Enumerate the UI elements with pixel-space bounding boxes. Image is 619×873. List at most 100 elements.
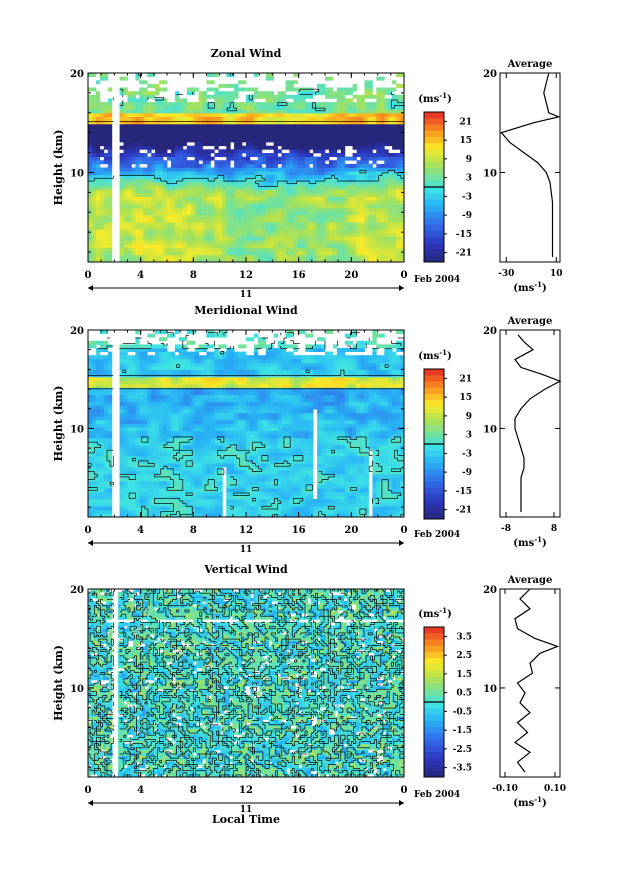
heatmap-cell <box>360 142 365 147</box>
heatmap-cell <box>210 214 215 219</box>
heatmap-cell <box>163 513 168 518</box>
heatmap-cell <box>281 102 286 107</box>
heatmap-cell <box>99 236 105 241</box>
heatmap-cell <box>147 416 152 421</box>
heatmap-cell <box>246 258 251 263</box>
heatmap-cell <box>281 240 286 245</box>
heatmap-cell <box>206 207 211 212</box>
heatmap-cell <box>139 423 144 428</box>
heatmap-cell <box>127 427 132 432</box>
heatmap-cell <box>325 232 330 237</box>
heatmap-cell <box>222 222 227 226</box>
heatmap-cell <box>309 214 314 219</box>
heatmap-cell <box>380 196 385 201</box>
heatmap-cell <box>143 463 148 468</box>
heatmap-cell <box>218 149 223 154</box>
heatmap-cell <box>230 225 235 230</box>
heatmap-cell <box>131 391 136 396</box>
heatmap-cell <box>174 94 180 99</box>
heatmap-cell <box>123 383 128 388</box>
heatmap-cell <box>198 254 203 259</box>
heatmap-cell <box>297 251 302 256</box>
heatmap-cell <box>127 222 132 226</box>
heatmap-cell <box>277 229 282 234</box>
heatmap-cell <box>218 196 223 201</box>
heatmap-cell <box>92 452 97 457</box>
heatmap-cell <box>218 192 223 197</box>
heatmap-cell <box>364 94 369 99</box>
heatmap-cell <box>344 214 350 219</box>
heatmap-cell <box>293 149 298 154</box>
heatmap-cell <box>107 120 113 125</box>
heatmap-cell <box>155 156 160 161</box>
heatmap-cell <box>368 134 373 139</box>
heatmap-cell <box>155 488 160 493</box>
heatmap-cell <box>400 109 405 114</box>
heatmap-cell <box>344 109 350 114</box>
heatmap-cell <box>151 470 156 475</box>
heatmap-cell <box>297 254 302 259</box>
heatmap-cell <box>155 481 160 485</box>
heatmap-cell <box>163 387 168 392</box>
colorbar-tick-label: -21 <box>456 249 472 259</box>
heatmap-cell <box>238 189 243 194</box>
heatmap-cell <box>99 105 105 110</box>
heatmap-cell <box>376 134 381 139</box>
heatmap-cell <box>143 423 148 428</box>
heatmap-cell <box>309 247 314 252</box>
heatmap-cell <box>234 229 239 234</box>
heatmap-cell <box>352 163 357 168</box>
heatmap-cell <box>143 127 148 132</box>
heatmap-cell <box>400 134 405 139</box>
heatmap-cell <box>178 174 184 179</box>
heatmap-cell <box>119 222 124 226</box>
heatmap-cell <box>249 240 255 245</box>
heatmap-cell <box>400 258 405 263</box>
heatmap-cell <box>163 473 168 478</box>
heatmap-cell <box>388 203 393 208</box>
heatmap-cell <box>186 113 192 117</box>
heatmap-cell <box>143 355 148 360</box>
heatmap-cell <box>135 470 140 475</box>
heatmap-cell <box>123 427 128 432</box>
heatmap-cell <box>249 218 255 223</box>
heatmap-cell <box>198 134 203 139</box>
heatmap-cell <box>190 153 195 157</box>
profile-curve <box>500 72 561 257</box>
heatmap-cell <box>222 200 227 205</box>
heatmap-cell <box>147 333 152 338</box>
heatmap-cell <box>163 142 168 147</box>
heatmap-cell <box>249 153 255 157</box>
heatmap-cell <box>107 218 113 223</box>
heatmap-cell <box>198 153 203 157</box>
heatmap-cell <box>167 236 172 241</box>
heatmap-cell <box>226 127 231 132</box>
heatmap-cell <box>380 207 385 212</box>
heatmap-cell <box>309 109 314 114</box>
heatmap-cell <box>238 134 243 139</box>
heatmap-cell <box>151 145 156 150</box>
heatmap-cell <box>261 247 267 252</box>
heatmap-cell <box>380 225 385 230</box>
heatmap-cell <box>147 109 152 114</box>
heatmap-cell <box>332 203 338 208</box>
heatmap-cell <box>305 149 310 154</box>
heatmap-cell <box>253 185 259 190</box>
heatmap-cell <box>332 145 338 150</box>
heatmap-cell <box>139 376 144 381</box>
heatmap-cell <box>143 387 148 392</box>
heatmap-cell <box>103 109 109 114</box>
heatmap-cell <box>151 178 156 183</box>
heatmap-cell <box>400 185 405 190</box>
heatmap-cell <box>372 113 377 117</box>
heatmap-cell <box>238 192 243 197</box>
heatmap-cell <box>340 156 346 161</box>
heatmap-cell <box>202 189 207 194</box>
heatmap-cell <box>139 171 144 176</box>
heatmap-cell <box>95 105 101 110</box>
heatmap-cell <box>167 229 172 234</box>
heatmap-cell <box>131 142 136 147</box>
heatmap-cell <box>234 243 239 248</box>
heatmap-cell <box>329 218 334 223</box>
heatmap-cell <box>163 178 168 183</box>
